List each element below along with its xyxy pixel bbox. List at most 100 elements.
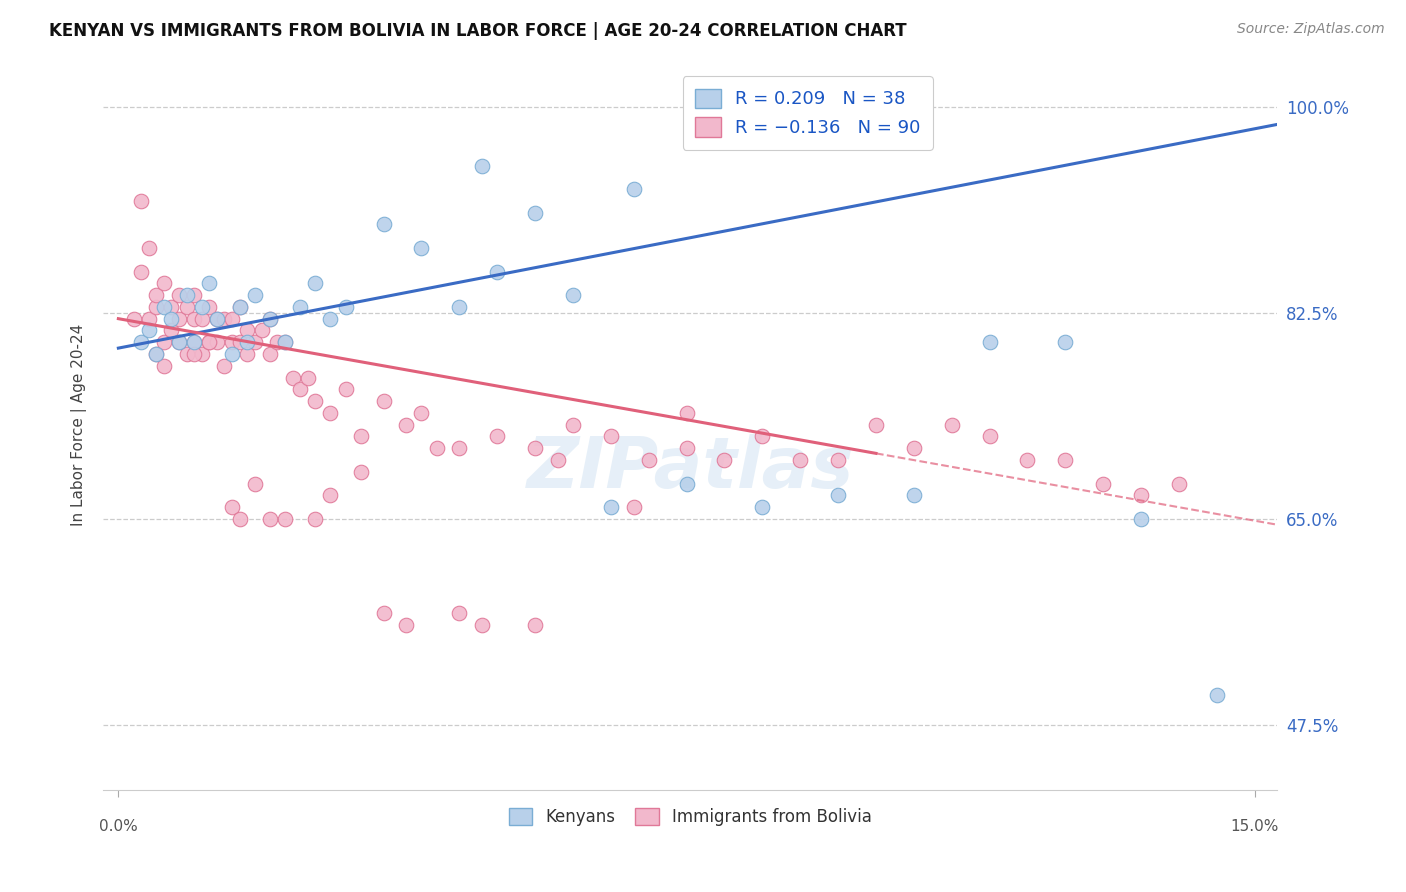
Point (153, 359, 176, 373)
Point (214, 359, 236, 373)
Text: 0.0%: 0.0% (98, 819, 138, 834)
Point (183, 311, 205, 326)
Point (713, 453, 735, 467)
Point (290, 382, 312, 396)
Point (979, 429, 1001, 443)
Point (259, 512, 281, 526)
Point (183, 288, 205, 302)
Point (145, 347, 167, 361)
Point (274, 335, 297, 350)
Point (1092, 476, 1115, 491)
Point (205, 311, 228, 326)
Y-axis label: In Labor Force | Age 20-24: In Labor Force | Age 20-24 (72, 324, 87, 525)
Point (167, 335, 190, 350)
Point (129, 194, 152, 208)
Point (599, 500, 621, 514)
Point (827, 488, 849, 502)
Point (1130, 512, 1153, 526)
Point (228, 335, 250, 350)
Point (561, 288, 583, 302)
Point (547, 453, 569, 467)
Point (129, 264, 152, 278)
Point (228, 300, 250, 314)
Point (221, 500, 243, 514)
Point (865, 417, 887, 432)
Point (236, 323, 259, 337)
Point (281, 370, 304, 384)
Point (221, 335, 243, 350)
Text: KENYAN VS IMMIGRANTS FROM BOLIVIA IN LABOR FORCE | AGE 20-24 CORRELATION CHART: KENYAN VS IMMIGRANTS FROM BOLIVIA IN LAB… (49, 22, 907, 40)
Point (122, 311, 145, 326)
Point (205, 335, 228, 350)
Point (153, 300, 176, 314)
Point (675, 406, 697, 420)
Point (183, 335, 205, 350)
Point (335, 382, 357, 396)
Point (259, 311, 281, 326)
Point (198, 277, 221, 291)
Text: ZIPatlas: ZIPatlas (527, 434, 853, 503)
Point (190, 347, 212, 361)
Point (304, 512, 326, 526)
Point (138, 241, 160, 255)
Point (979, 335, 1001, 350)
Point (623, 182, 645, 196)
Point (266, 335, 288, 350)
Point (252, 323, 274, 337)
Point (198, 335, 221, 350)
Point (486, 429, 509, 443)
Point (138, 323, 160, 337)
Point (176, 300, 198, 314)
Point (524, 205, 547, 219)
Point (304, 394, 326, 409)
Point (1017, 453, 1039, 467)
Point (198, 335, 221, 350)
Point (183, 335, 205, 350)
Point (449, 300, 471, 314)
Point (471, 617, 494, 632)
Point (236, 335, 259, 350)
Point (675, 476, 697, 491)
Point (176, 347, 198, 361)
Point (145, 300, 167, 314)
Point (449, 441, 471, 455)
Point (259, 311, 281, 326)
Point (1054, 453, 1077, 467)
Point (259, 347, 281, 361)
Point (304, 277, 326, 291)
Point (751, 429, 773, 443)
Point (297, 370, 319, 384)
Point (228, 512, 250, 526)
Point (183, 347, 205, 361)
Point (243, 476, 266, 491)
Point (153, 335, 176, 350)
Point (373, 394, 395, 409)
Legend: Kenyans, Immigrants from Bolivia: Kenyans, Immigrants from Bolivia (502, 801, 879, 832)
Point (599, 429, 621, 443)
Point (145, 288, 167, 302)
Point (411, 241, 433, 255)
Point (637, 453, 659, 467)
Point (167, 335, 190, 350)
Point (751, 500, 773, 514)
Point (138, 311, 160, 326)
Point (167, 288, 190, 302)
Point (236, 347, 259, 361)
Point (243, 335, 266, 350)
Point (827, 453, 849, 467)
Point (274, 512, 297, 526)
Point (190, 311, 212, 326)
Point (319, 311, 342, 326)
Point (1130, 488, 1153, 502)
Point (1205, 689, 1227, 703)
Point (903, 441, 925, 455)
Point (198, 300, 221, 314)
Point (395, 417, 418, 432)
Point (243, 288, 266, 302)
Point (373, 218, 395, 232)
Point (129, 335, 152, 350)
Point (290, 300, 312, 314)
Point (561, 417, 583, 432)
Point (205, 311, 228, 326)
Point (319, 488, 342, 502)
